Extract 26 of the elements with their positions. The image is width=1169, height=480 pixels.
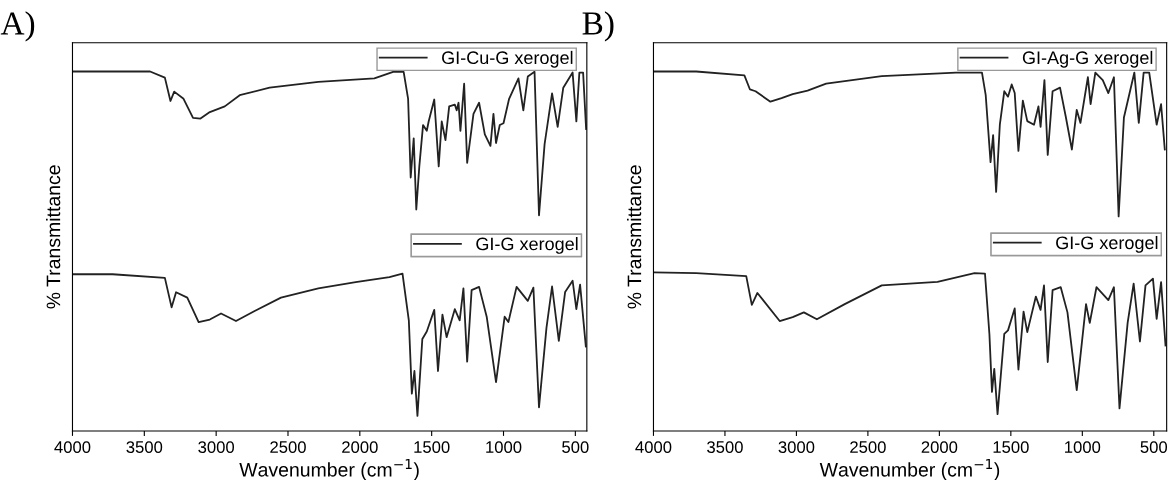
x-axis-title: Wavenumber (cm$^{−1}$) [819, 459, 1000, 480]
x-tick-label: 500 [562, 441, 589, 453]
x-tick-label: 2500 [270, 441, 306, 453]
chart-title: B) [582, 11, 614, 42]
x-tick-label: 1000 [1065, 441, 1101, 453]
legend-label: GI-Ag-G xerogel [1022, 50, 1153, 68]
y-axis-title: % Transmittance [627, 165, 642, 309]
chart-title: A) [0, 11, 35, 42]
x-tick-label: 3500 [126, 441, 163, 453]
x-tick-label: 4000 [635, 441, 672, 453]
legend-label: GI-Cu-G xerogel [442, 50, 573, 68]
x-tick-label: 3000 [778, 441, 815, 453]
x-tick-label: 1000 [486, 441, 522, 453]
x-tick-label: 500 [1140, 441, 1168, 453]
y-axis-title: % Transmittance [46, 165, 61, 309]
legend-label: GI-G xerogel [1056, 235, 1158, 253]
x-tick-label: 2000 [342, 441, 378, 453]
x-tick-label: 2500 [850, 441, 886, 453]
x-tick-label: 1500 [993, 441, 1029, 453]
x-tick-label: 2000 [921, 441, 958, 453]
x-tick-label: 3500 [707, 441, 743, 453]
x-tick-label: 1500 [414, 441, 450, 453]
legend-label: GI-G xerogel [476, 237, 578, 254]
x-axis-title: Wavenumber (cm$^{−1}$) [239, 459, 419, 480]
x-tick-label: 4000 [54, 441, 91, 453]
x-tick-label: 3000 [198, 441, 235, 453]
